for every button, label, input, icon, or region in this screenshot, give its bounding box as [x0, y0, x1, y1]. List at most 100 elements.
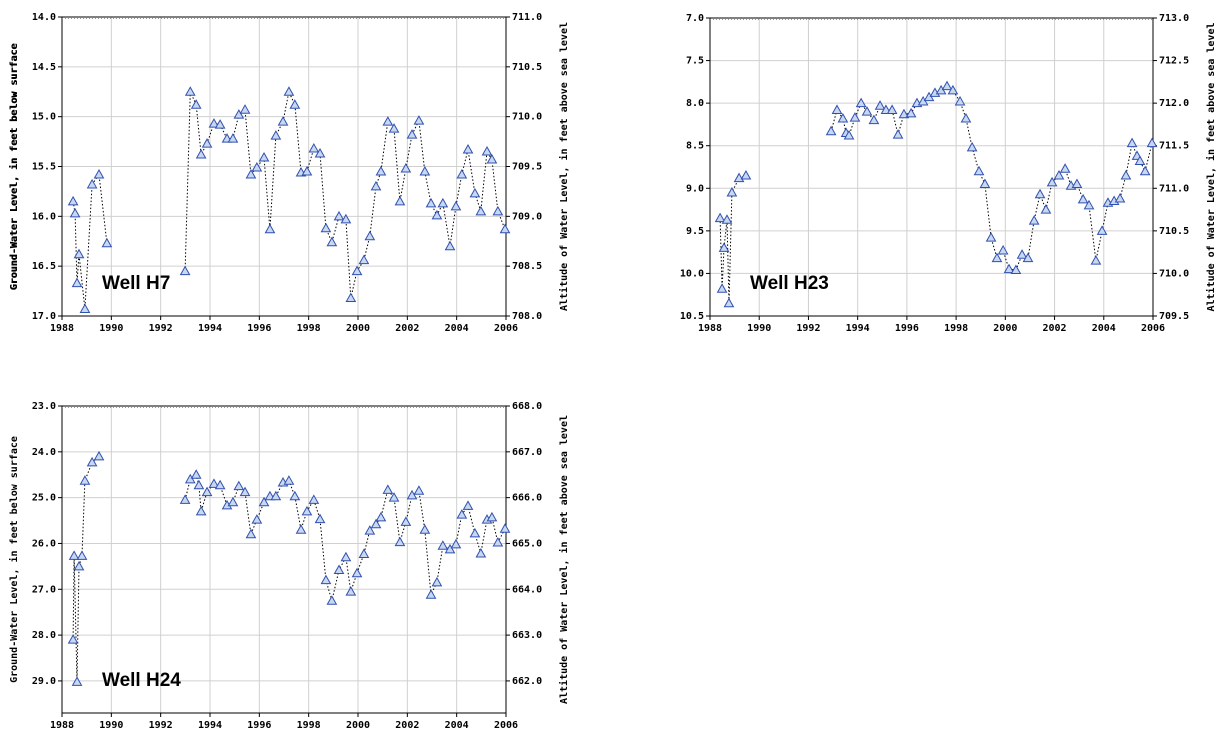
data-point	[358, 254, 370, 265]
y2-tick-label: 668.0	[512, 401, 542, 412]
data-point	[358, 548, 370, 559]
data-point	[437, 197, 449, 208]
data-point	[1034, 188, 1046, 199]
data-line	[719, 85, 1153, 304]
data-point	[289, 490, 301, 501]
data-point	[382, 484, 394, 494]
y-axis-title: Ground-Water Level, in feet below surfac…	[8, 43, 20, 290]
y2-tick-label: 711.0	[1159, 183, 1189, 194]
data-point	[314, 148, 326, 158]
data-point	[208, 118, 220, 128]
x-tick-label: 2002	[1043, 323, 1067, 334]
data-point	[492, 537, 504, 547]
annotation: Well H23	[750, 273, 829, 294]
data-point	[954, 95, 966, 106]
data-point	[868, 114, 880, 125]
data-point	[375, 165, 387, 176]
data-point	[886, 104, 898, 114]
y2-tick-label: 664.0	[512, 584, 542, 595]
data-point	[364, 525, 376, 535]
y2-tick-label: 662.0	[512, 676, 542, 687]
x-tick-label: 1988	[50, 720, 74, 730]
data-point	[394, 536, 406, 547]
data-point	[456, 168, 468, 179]
x-tick-label: 2006	[1141, 323, 1165, 334]
data-point	[345, 586, 357, 596]
data-point	[333, 564, 345, 575]
data-point	[101, 237, 113, 248]
y-tick-label: 7.0	[686, 13, 704, 24]
x-tick-label: 1998	[297, 323, 321, 334]
x-tick-label: 1988	[698, 323, 722, 334]
data-point	[966, 141, 978, 152]
data-point	[227, 133, 239, 143]
x-tick-label: 1990	[747, 323, 771, 334]
data-point	[258, 152, 270, 162]
data-point	[1114, 192, 1126, 203]
data-point	[431, 209, 443, 220]
y2-tick-label: 663.0	[512, 630, 542, 641]
data-point	[351, 265, 363, 276]
data-point	[1146, 137, 1158, 148]
x-tick-label: 1994	[198, 720, 222, 730]
data-point	[270, 490, 282, 501]
y2-tick-label: 710.5	[1159, 226, 1189, 237]
data-point	[1071, 178, 1083, 189]
data-point	[73, 248, 85, 259]
data-point	[1046, 176, 1058, 187]
data-point	[450, 200, 462, 211]
y-tick-label: 16.0	[32, 211, 56, 222]
data-point	[179, 265, 191, 276]
data-point	[251, 161, 263, 172]
data-point	[492, 205, 504, 216]
data-point	[1053, 169, 1065, 180]
x-tick-label: 2002	[395, 720, 419, 730]
series	[67, 450, 511, 686]
data-point	[333, 210, 345, 221]
data-point	[251, 514, 263, 524]
y2-tick-label: 711.0	[512, 12, 542, 23]
y2-tick-label: 665.0	[512, 538, 542, 549]
data-point	[726, 187, 738, 197]
x-tick-label: 1988	[50, 323, 74, 334]
data-point	[184, 86, 196, 96]
data-point	[364, 230, 376, 241]
data-point	[86, 456, 98, 467]
x-tick-label: 1990	[99, 323, 123, 334]
data-point	[499, 523, 511, 533]
data-point	[301, 505, 313, 516]
x-tick-label: 2004	[1092, 323, 1116, 334]
data-point	[1090, 255, 1102, 265]
y-tick-label: 10.5	[680, 311, 704, 322]
data-point	[843, 129, 855, 140]
plot-frame	[709, 17, 1154, 317]
data-point	[413, 485, 425, 495]
y2-tick-label: 712.5	[1159, 56, 1189, 67]
data-point	[340, 551, 352, 562]
y2-tick-label: 709.0	[512, 211, 542, 222]
data-point	[1059, 163, 1071, 173]
data-point	[233, 109, 245, 119]
data-point	[419, 524, 431, 534]
data-point	[898, 108, 910, 119]
data-point	[905, 107, 917, 118]
y-tick-label: 23.0	[32, 401, 56, 412]
y2-axis-title: Altitude of Water Level, in feet above s…	[558, 22, 570, 311]
y-axis-title: Ground-Water Level, in feet below surfac…	[8, 44, 20, 291]
x-tick-label: 1994	[846, 323, 870, 334]
data-point	[444, 543, 456, 554]
data-point	[67, 195, 79, 206]
y2-tick-label: 710.0	[512, 112, 542, 123]
data-point	[382, 116, 394, 126]
y-tick-label: 9.0	[686, 183, 704, 194]
data-point	[258, 496, 270, 507]
data-point	[227, 496, 239, 507]
data-point	[208, 478, 220, 488]
data-point	[437, 540, 449, 550]
data-point	[1040, 204, 1052, 214]
data-point	[1139, 165, 1151, 176]
data-point	[716, 283, 728, 293]
data-point	[462, 500, 474, 510]
data-point	[486, 511, 498, 522]
y-tick-label: 17.0	[32, 311, 56, 322]
